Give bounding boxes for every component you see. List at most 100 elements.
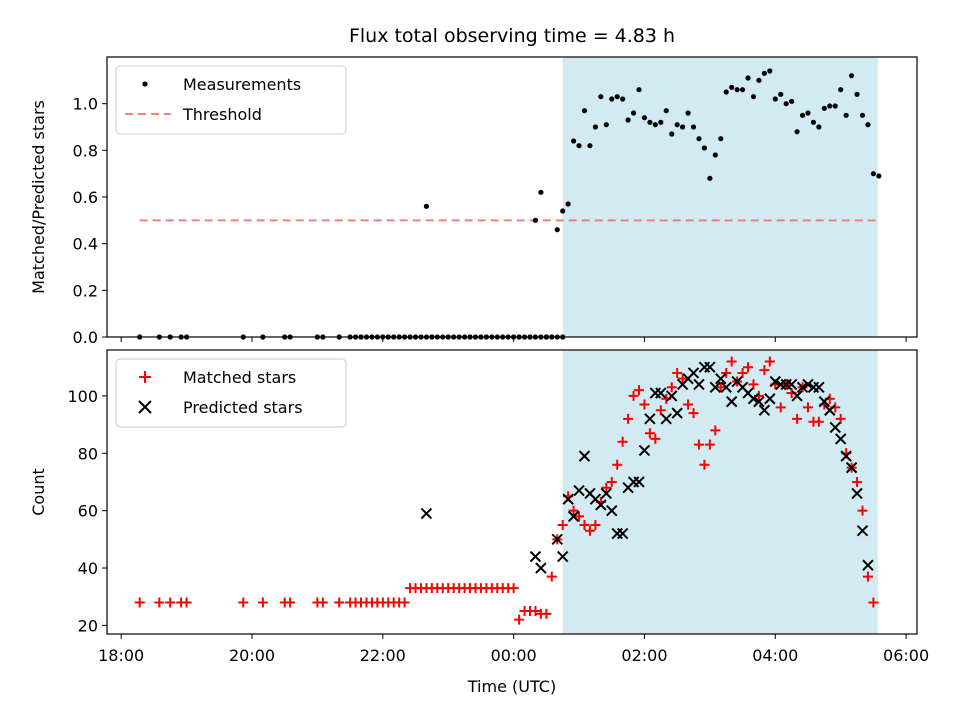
predicted-star-point (829, 421, 841, 434)
measurement-point (821, 105, 827, 111)
matched-star-point (508, 583, 519, 594)
predicted-star-point (845, 461, 858, 474)
legend-label: Measurements (183, 75, 301, 94)
measurement-point (772, 96, 778, 102)
measurement-point (799, 112, 806, 118)
legend-marker-plus (139, 371, 151, 383)
matched-star-point (154, 597, 165, 608)
measurement-point (587, 143, 593, 149)
matched-star-point (285, 597, 296, 608)
predicted-star-point (758, 404, 771, 416)
measurement-point (696, 136, 702, 142)
matched-star-point (334, 597, 345, 608)
matched-star-point (568, 505, 579, 516)
predicted-star-point (769, 375, 781, 388)
measurement-point (609, 96, 615, 102)
matched-star-point (644, 428, 655, 439)
legend-label: Matched stars (183, 368, 296, 387)
y-tick-label: 1.0 (73, 95, 98, 114)
measurement-point (756, 77, 762, 83)
measurement-point (674, 122, 680, 128)
predicted-star-point (693, 378, 705, 391)
measurement-point (723, 89, 729, 95)
matched-star-point (857, 505, 868, 516)
measurement-point (712, 152, 718, 158)
measurement-point (707, 175, 713, 181)
matched-star-point (579, 519, 590, 530)
predicted-star-point (666, 390, 678, 402)
measurement-point (565, 201, 571, 207)
ratio-panel: 0.0 0.2 0.4 0.6 0.8 1.0 Matched/Predicted star… (29, 56, 918, 347)
measurement-point (630, 110, 637, 116)
matched-star-point (557, 519, 568, 530)
measurement-point (729, 84, 735, 90)
matched-star-point (617, 436, 628, 447)
measurement-point (832, 103, 838, 109)
matched-star-point (775, 402, 786, 413)
measurement-point (870, 171, 876, 177)
matched-star-point (835, 413, 846, 424)
legend-marker-dot (142, 81, 148, 87)
matched-star-point (672, 367, 683, 378)
matched-star-point (165, 597, 176, 608)
predicted-star-point (616, 527, 629, 540)
y-tick-label: 100 (67, 387, 98, 406)
matched-star-point (862, 571, 873, 582)
measurement-point (669, 131, 675, 137)
matched-star-point (399, 597, 410, 608)
matched-star-point (715, 382, 726, 393)
y-axis-label: Matched/Predicted stars (29, 100, 48, 294)
y-tick-label: 80 (78, 444, 98, 463)
predicted-star-point (720, 381, 732, 394)
matched-star-point (181, 597, 192, 608)
legend-label: Threshold (182, 105, 262, 124)
predicted-star-point (813, 381, 825, 394)
predicted-star-point (595, 499, 607, 511)
predicted-star-point (606, 504, 618, 517)
predicted-star-point (562, 493, 574, 505)
predicted-star-point (856, 525, 869, 537)
shaded-interval (562, 57, 878, 337)
predicted-star-point (834, 433, 847, 445)
matched-star-point (868, 597, 879, 608)
shaded-interval (562, 350, 878, 634)
y-tick-label: 20 (78, 616, 98, 635)
x-tick-label: 20:00 (229, 646, 275, 665)
measurement-point (647, 119, 653, 125)
x-tick-label: 22:00 (360, 646, 406, 665)
predicted-star-point (709, 381, 722, 394)
y-tick-label: 60 (78, 502, 98, 521)
predicted-star-point (671, 407, 683, 419)
measurement-point (560, 208, 566, 214)
matched-star-point (666, 382, 677, 393)
matched-star-point (546, 571, 557, 582)
measurement-point (570, 138, 577, 144)
predicted-star-point (556, 550, 569, 563)
predicted-star-point (796, 381, 809, 394)
axes-frame (106, 349, 918, 635)
x-tick-label: 02:00 (621, 646, 667, 665)
matched-star-point (606, 476, 617, 487)
measurement-point (532, 217, 539, 223)
measurement-point (685, 110, 691, 116)
matched-star-point (743, 362, 754, 373)
matched-star-point (748, 379, 759, 390)
count-panel: 20 40 60 80 100 18:00 20:00 22:00 00:00 02:00 04:0… (29, 350, 929, 665)
measurement-point (658, 119, 664, 125)
matched-star-point (726, 356, 737, 367)
y-axis-label: Count (29, 468, 48, 516)
matched-star-point (574, 511, 585, 522)
matched-star-point (612, 459, 623, 470)
measurement-point (827, 103, 833, 109)
measurement-point (581, 108, 588, 114)
predicted-star-point (715, 372, 727, 385)
measurement-point (603, 122, 609, 128)
matched-star-point (699, 459, 710, 470)
measurement-point (848, 73, 855, 79)
measurement-point (680, 124, 686, 130)
measurement-point (690, 124, 697, 130)
predicted-star-point (644, 413, 656, 425)
matched-star-point (721, 367, 732, 378)
predicted-star-point (802, 378, 814, 391)
measurement-point (614, 94, 620, 100)
